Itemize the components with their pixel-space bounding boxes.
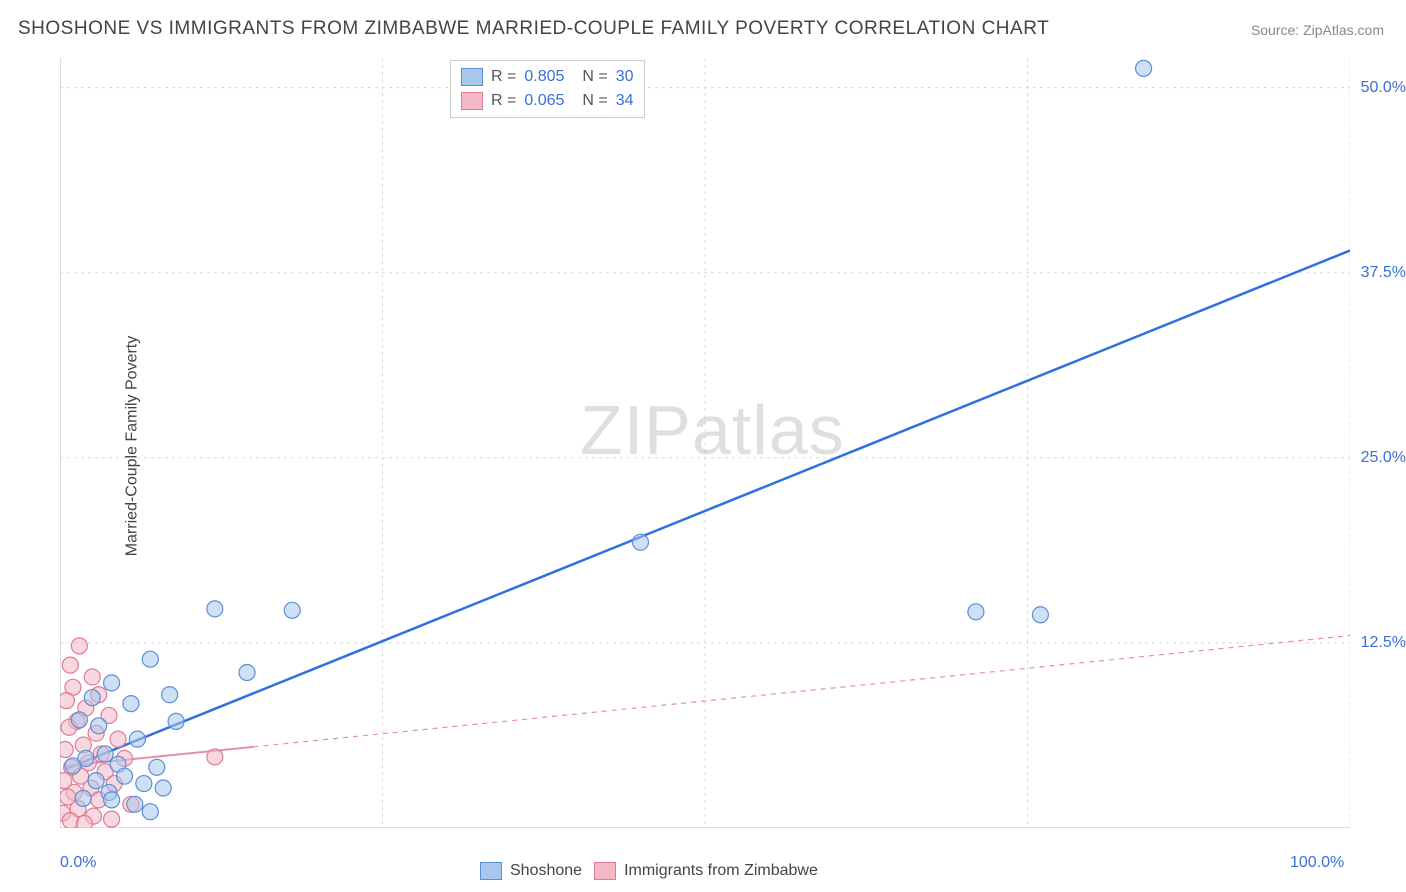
series-legend-item: Immigrants from Zimbabwe — [594, 862, 818, 880]
legend-swatch — [480, 862, 502, 880]
legend-row: R = 0.065 N = 34 — [461, 89, 634, 113]
series-name: Immigrants from Zimbabwe — [624, 862, 818, 880]
y-tick-label: 12.5% — [1358, 634, 1406, 652]
legend-n-label: N = — [582, 68, 607, 86]
source-attribution: Source: ZipAtlas.com — [1251, 22, 1384, 38]
legend-n-value: 30 — [616, 68, 634, 86]
series-legend: Shoshone Immigrants from Zimbabwe — [480, 862, 818, 880]
legend-swatch — [594, 862, 616, 880]
chart-title: SHOSHONE VS IMMIGRANTS FROM ZIMBABWE MAR… — [18, 18, 1049, 40]
x-tick-label: 0.0% — [60, 854, 96, 872]
legend-n-label: N = — [582, 92, 607, 110]
series-legend-item: Shoshone — [480, 862, 582, 880]
y-tick-label: 25.0% — [1358, 449, 1406, 467]
series-name: Shoshone — [510, 862, 582, 880]
correlation-legend: R = 0.805 N = 30 R = 0.065 N = 34 — [450, 60, 645, 118]
legend-row: R = 0.805 N = 30 — [461, 65, 634, 89]
legend-swatch — [461, 92, 483, 110]
y-tick-label: 50.0% — [1358, 79, 1406, 97]
legend-n-value: 34 — [616, 92, 634, 110]
legend-r-value: 0.065 — [524, 92, 564, 110]
legend-r-label: R = — [491, 68, 516, 86]
legend-r-label: R = — [491, 92, 516, 110]
y-tick-label: 37.5% — [1358, 264, 1406, 282]
legend-swatch — [461, 68, 483, 86]
x-tick-label: 100.0% — [1290, 854, 1344, 872]
watermark: ZIPatlas — [580, 390, 845, 470]
legend-r-value: 0.805 — [524, 68, 564, 86]
